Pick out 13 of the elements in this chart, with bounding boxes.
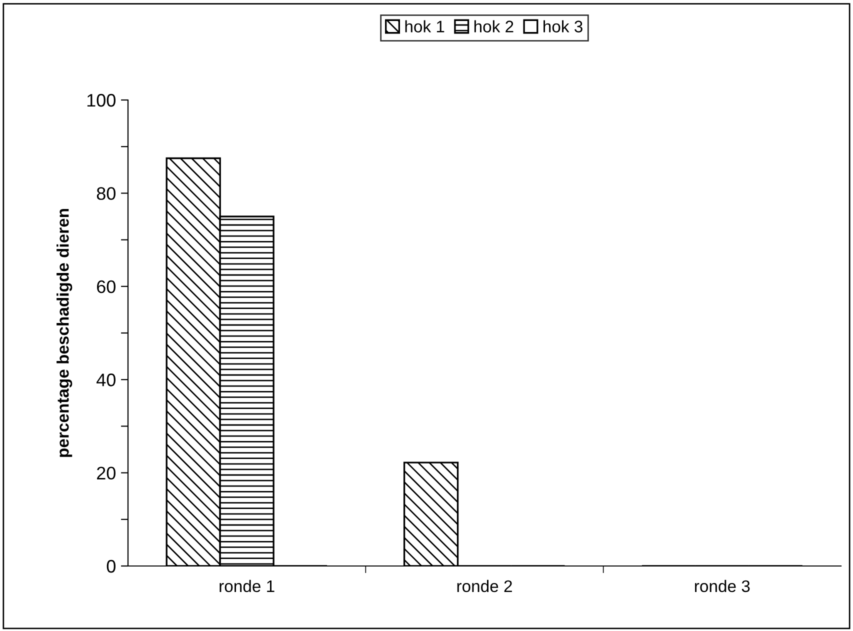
legend-label: hok 1 <box>405 20 444 32</box>
y-tick-label: 80 <box>96 187 116 200</box>
x-tick-label: ronde 3 <box>695 580 750 592</box>
x-tick-label: ronde 1 <box>220 580 274 592</box>
x-tick-label: ronde 2 <box>457 580 512 592</box>
y-tick-label: 60 <box>97 280 116 294</box>
legend-label: hok 3 <box>544 20 582 32</box>
y-axis-title: percentage beschadigde dieren <box>56 208 72 457</box>
legend-label: hok 2 <box>474 20 514 32</box>
y-tick-label: 20 <box>97 466 116 480</box>
y-tick-label: 100 <box>87 94 116 107</box>
y-tick-label: 40 <box>96 374 116 386</box>
y-tick-label: 0 <box>106 560 116 573</box>
